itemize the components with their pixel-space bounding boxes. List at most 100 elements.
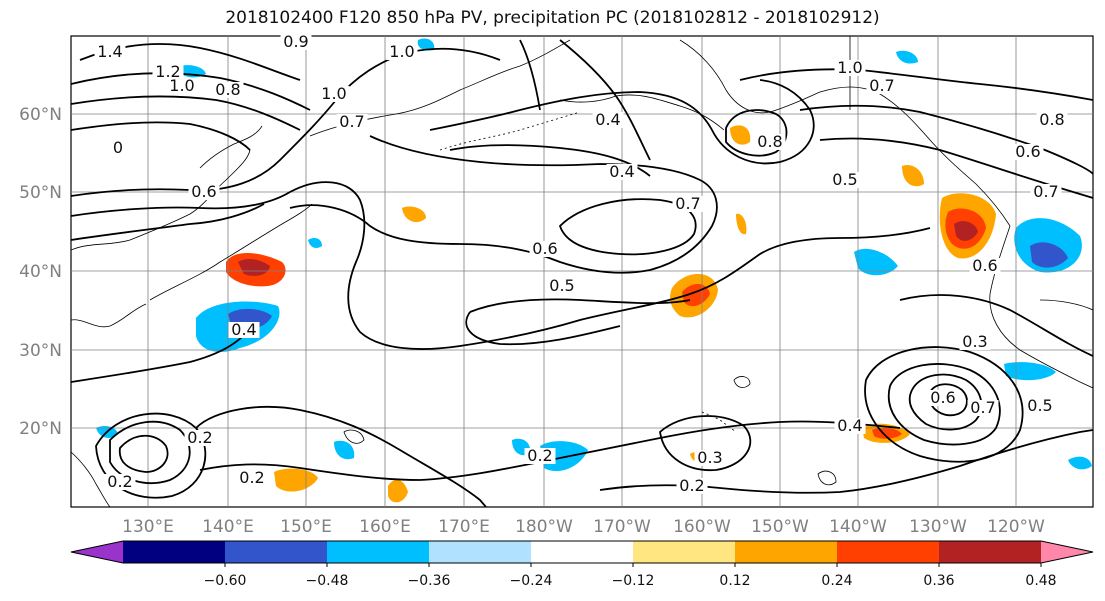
- precip-negative-core: [1030, 242, 1068, 268]
- contour-label-bg: [236, 470, 268, 486]
- contour-label-bg: [606, 164, 638, 180]
- contour-label: 1.2: [155, 62, 180, 81]
- contour-label: 0.6: [930, 388, 955, 407]
- colorbar-tick-label: −0.12: [612, 573, 655, 589]
- latitude-label: 20°N: [19, 419, 62, 439]
- contour-label-bg: [969, 258, 1001, 274]
- contour-label-bg: [152, 64, 184, 80]
- pv-contour-line: [908, 373, 983, 431]
- precip-positive-core: [238, 259, 270, 276]
- contour-label-bg: [834, 60, 866, 76]
- longitude-label: 180°W: [515, 517, 573, 537]
- map-frame: [70, 35, 1094, 508]
- contour-label: 0.8: [215, 80, 240, 99]
- pv-contour-line: [799, 104, 1093, 175]
- longitude-label: 140°W: [829, 517, 887, 537]
- contour-label-bg: [188, 184, 220, 200]
- longitude-label: 170°E: [438, 517, 490, 537]
- contour-label-bg: [1036, 112, 1068, 128]
- island-outline: [343, 429, 365, 444]
- precip-negative-patch: [334, 440, 355, 460]
- contour-label: 0.6: [532, 239, 557, 258]
- colorbar-segment: [939, 541, 1042, 563]
- contour-label-bg: [318, 86, 350, 102]
- contour-label: 0.9: [283, 32, 308, 51]
- pv-contour-line: [465, 311, 621, 346]
- precip-positive-patch: [902, 164, 924, 187]
- pv-contour-line: [118, 434, 169, 473]
- colorbar-segment: [837, 541, 940, 563]
- contour-label-bg: [1024, 398, 1056, 414]
- contour-label: 0.4: [595, 110, 620, 129]
- contour-label-bg: [927, 390, 959, 406]
- precip-positive-core: [954, 221, 978, 241]
- contour-label-bg: [184, 430, 216, 446]
- contour-label-bg: [829, 172, 861, 188]
- contour-label-bg: [280, 34, 312, 50]
- contour-label-bg: [111, 140, 125, 156]
- pv-contour-line: [929, 383, 968, 417]
- contour-label-bg: [166, 78, 198, 94]
- pv-contours: [71, 39, 1093, 507]
- colorbar-segment: [735, 541, 838, 563]
- precip-positive-patch: [736, 213, 747, 235]
- contour-label-bg: [524, 448, 556, 464]
- contour-label: 1.0: [321, 84, 346, 103]
- latitude-label: 40°N: [19, 262, 62, 282]
- pv-contour-line: [519, 39, 541, 111]
- contour-label: 0.7: [339, 112, 364, 131]
- pv-contour-line: [449, 144, 651, 177]
- colorbar-segment: [429, 541, 532, 563]
- island-outline: [817, 470, 837, 486]
- colorbar-tick-label: 0.12: [719, 573, 750, 589]
- precip-negative-patch: [1004, 362, 1056, 381]
- contour-label-bg: [1012, 144, 1044, 160]
- contour-label: 0.7: [869, 76, 894, 95]
- contour-label: 0.2: [239, 468, 264, 487]
- pv-contour-line: [819, 137, 1093, 199]
- contour-label: 0.5: [832, 170, 857, 189]
- pv-contour-line: [887, 363, 1001, 446]
- contour-label: 1.0: [169, 76, 194, 95]
- japan-coastline: [149, 203, 313, 301]
- latitude-label: 50°N: [19, 183, 62, 203]
- map-title: 2018102400 F120 850 hPa PV, precipitatio…: [225, 8, 880, 28]
- colorbar-tick-label: −0.24: [510, 573, 553, 589]
- philippines-coastline: [71, 451, 111, 507]
- contour-label-bg: [529, 241, 561, 257]
- contour-label: 0.2: [527, 446, 552, 465]
- precip-positive-patch: [730, 125, 751, 145]
- contour-label-bg: [228, 322, 260, 338]
- pv-contour-line: [71, 72, 311, 111]
- bering-coastline: [559, 94, 725, 131]
- pv-contour-line: [71, 181, 931, 350]
- pv-contour-line: [725, 109, 788, 157]
- latitude-label: 30°N: [19, 341, 62, 361]
- korea-coastline: [71, 303, 147, 328]
- longitude-label: 170°W: [593, 517, 651, 537]
- map-panel: 1.41.21.0 0.80.91.01.00.700.60.40.70.60.5…: [70, 32, 1094, 508]
- colorbar-outline: [70, 540, 1094, 564]
- contour-label: 0.4: [231, 320, 256, 339]
- pv-contour-line: [71, 203, 265, 241]
- colorbar-tick-label: −0.48: [306, 573, 349, 589]
- contour-label: 0.3: [697, 448, 722, 467]
- pv-contour-line: [559, 39, 651, 161]
- contour-label: 0.2: [107, 472, 132, 491]
- contour-label-bg: [212, 82, 244, 98]
- precip-positive-patch: [274, 468, 318, 492]
- colorbar-segment: [531, 541, 634, 563]
- latitude-axis: 60°N 50°N 40°N 30°N 20°N: [19, 105, 62, 439]
- contour-label-bg: [546, 278, 578, 294]
- colorbar-tick-label: 0.48: [1025, 573, 1056, 589]
- graticule: [71, 36, 1093, 507]
- contour-label: 0: [113, 138, 123, 157]
- pv-contour-line: [71, 327, 251, 383]
- pv-contour-line: [899, 294, 1093, 357]
- border-line: [1039, 299, 1093, 311]
- pv-contour-line: [864, 346, 1024, 463]
- precip-positive-patch: [402, 206, 426, 223]
- contour-labels: 1.41.21.0 0.80.91.01.00.700.60.40.70.60.5…: [94, 32, 1068, 495]
- colorbar-segment: [225, 541, 328, 563]
- contour-label: 0.4: [837, 416, 862, 435]
